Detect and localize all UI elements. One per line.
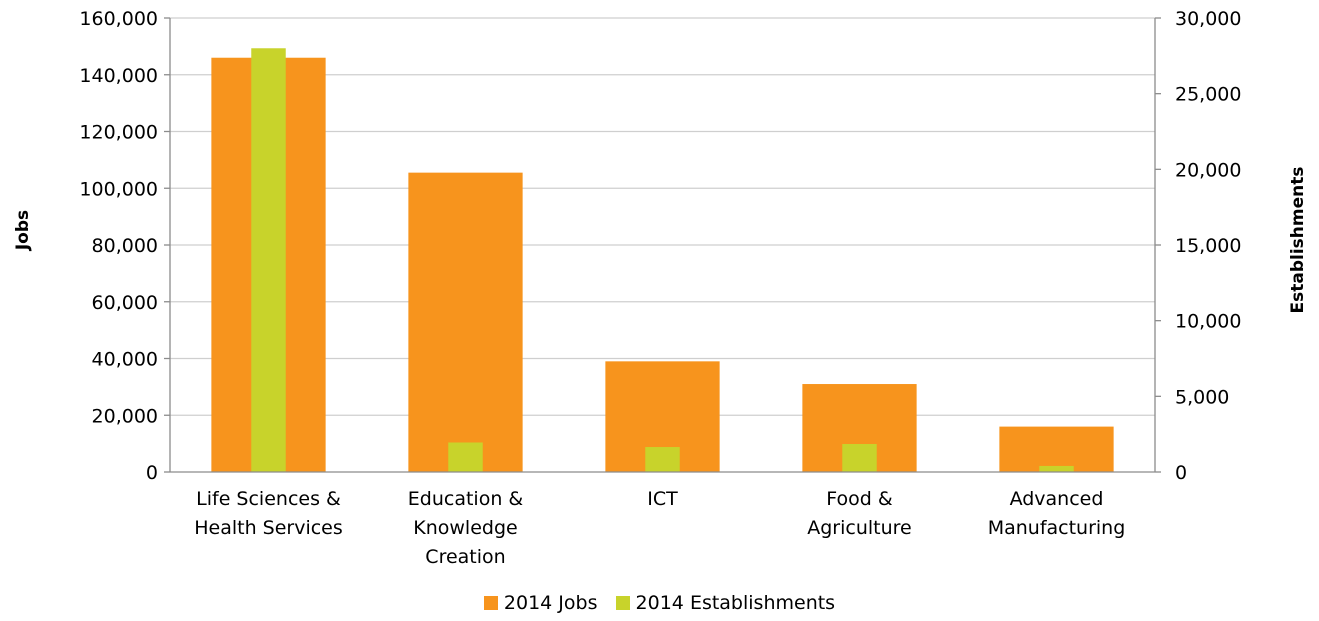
y2-tick-label: 20,000 bbox=[1175, 159, 1241, 181]
bar-establishments bbox=[645, 447, 680, 472]
legend-swatch-jobs bbox=[483, 596, 498, 610]
x-tick-label: Life Sciences & Health Services bbox=[194, 488, 343, 539]
y2-tick-label: 15,000 bbox=[1175, 235, 1241, 257]
x-tick-label: Food & Agriculture bbox=[807, 488, 912, 539]
y2-axis-title: Establishments bbox=[1288, 167, 1308, 314]
y-axis-ticks: 0 20,000 40,000 60,000 80,000 100,000 120,000 1… bbox=[79, 8, 170, 484]
category-labels: Life Sciences & Health Services Education … bbox=[194, 488, 1125, 568]
y-tick-label: 0 bbox=[146, 462, 158, 484]
bar-jobs bbox=[999, 426, 1114, 472]
x-tick-label: ICT bbox=[647, 488, 678, 510]
bar-establishments bbox=[1039, 465, 1074, 472]
y2-tick-label: 30,000 bbox=[1175, 8, 1241, 30]
y-axis-title: Jobs bbox=[13, 210, 33, 251]
y2-axis-ticks: 0 5,000 10,000 15,000 20,000 25,000 30,000 bbox=[1155, 8, 1241, 484]
y-tick-label: 100,000 bbox=[79, 178, 158, 200]
legend-item-jobs: 2014 Jobs bbox=[483, 592, 598, 614]
y-tick-label: 40,000 bbox=[92, 349, 158, 371]
x-tick-label: Advanced Manufacturing bbox=[988, 488, 1126, 539]
gridlines bbox=[170, 17, 1155, 416]
bar-establishments bbox=[448, 442, 483, 472]
y-tick-label: 80,000 bbox=[92, 235, 158, 257]
y2-tick-label: 0 bbox=[1175, 462, 1187, 484]
y2-tick-label: 25,000 bbox=[1175, 84, 1241, 106]
x-tick-label: Education & Knowledge Creation bbox=[408, 488, 524, 568]
y-tick-label: 140,000 bbox=[79, 65, 158, 87]
bar-establishments bbox=[842, 444, 877, 472]
legend-label-jobs: 2014 Jobs bbox=[503, 592, 598, 614]
bar-jobs bbox=[408, 172, 523, 473]
y-tick-label: 20,000 bbox=[92, 405, 158, 427]
y2-tick-label: 10,000 bbox=[1175, 311, 1241, 333]
legend-item-establishments: 2014 Establishments bbox=[615, 592, 836, 614]
y2-tick-label: 5,000 bbox=[1175, 386, 1229, 408]
y-tick-label: 160,000 bbox=[79, 8, 158, 30]
legend-swatch-establishments bbox=[615, 596, 630, 610]
bars bbox=[211, 48, 1114, 473]
legend-label-establishments: 2014 Establishments bbox=[635, 592, 836, 614]
y-tick-label: 60,000 bbox=[92, 292, 158, 314]
bar-establishments bbox=[251, 48, 286, 473]
legend: 2014 Jobs 2014 Establishments bbox=[0, 592, 1319, 615]
y-tick-label: 120,000 bbox=[79, 122, 158, 144]
